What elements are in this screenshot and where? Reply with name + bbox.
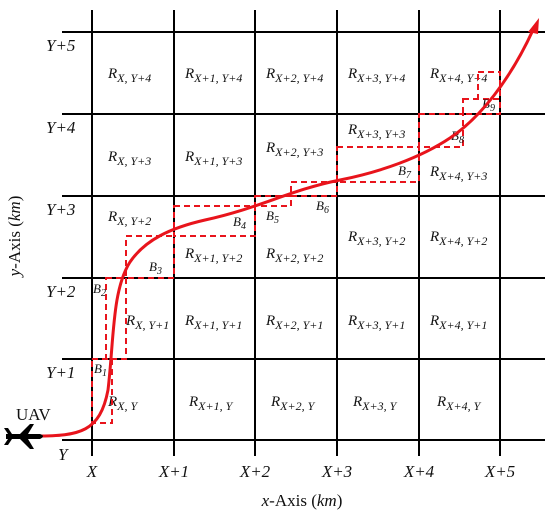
cell-label: RX+4, Y+3 [429,164,487,183]
x-axis-ticks: X X+1 X+2 X+3 X+4 X+5 [86,462,515,481]
uav-label: UAV [16,405,51,424]
y-tick: Y [58,445,69,464]
cell-label: RX+3, Y+4 [347,66,405,85]
cell-label: RX+1, Y+4 [184,66,242,85]
box-b4 [173,205,256,237]
y-tick: Y+1 [46,363,75,382]
x-tick: X [86,462,98,481]
cell-label: RX+2, Y+4 [265,66,323,85]
box-b8 [418,113,464,148]
cell-label: RX+3, Y+3 [347,122,405,141]
box-b9 [462,98,501,115]
cell-label: RX+3, Y [352,394,398,413]
x-tick: X+1 [158,462,189,481]
cell-label: RX+2, Y+3 [265,140,323,159]
uav-trajectory [35,29,535,438]
box-b5 [254,195,292,207]
cell-label: RX, Y+2 [107,209,151,228]
y-axis-title: y-Axis (km) [5,196,24,279]
cell-label: RX+1, Y+2 [184,246,242,265]
x-tick: X+4 [403,462,435,481]
cell-label: RX+3, Y+2 [347,229,405,248]
cell-label: RX+4, Y+2 [429,229,487,248]
airplane-icon [4,424,43,449]
arrowhead-icon [528,18,539,34]
x-tick: X+2 [239,462,271,481]
x-axis-title: x-Axis (km) [261,491,343,510]
box-b1 [91,358,113,424]
cell-label: RX+3, Y+1 [347,313,405,332]
cell-label: RX+4, Y+1 [429,313,487,332]
box-b3 [125,235,175,279]
cell-label: RX+2, Y+2 [265,246,323,265]
cell-label: RX, Y+1 [125,313,169,332]
cell-label: RX+4, Y [436,394,482,413]
y-axis-ticks: Y Y+1 Y+2 Y+3 Y+4 Y+5 [46,36,76,464]
x-tick: X+3 [321,462,352,481]
cell-label: RX+1, Y+3 [184,149,242,168]
cell-label: RX+2, Y [270,394,316,413]
cell-label: RX, Y+4 [107,66,151,85]
cell-label: RX, Y+3 [107,149,151,168]
cell-label: RX+4, Y+4 [429,66,487,85]
cell-label: RX+1, Y+1 [184,313,242,332]
box-label: B3 [149,259,162,277]
box-label: B1 [94,361,107,379]
box-label: B2 [93,281,106,299]
box-label: B5 [266,208,279,226]
cell-labels: RX, Y RX+1, Y RX+2, Y RX+3, Y RX+4, Y RX… [107,66,487,413]
box-label: B7 [398,163,412,181]
y-tick: Y+2 [46,282,76,301]
box-label: B4 [233,214,246,232]
cell-label: RX+1, Y [188,394,234,413]
cell-label: RX+2, Y+1 [265,313,323,332]
box-label: B6 [316,198,329,216]
x-tick: X+5 [484,462,515,481]
box-b7 [336,146,420,183]
box-b2 [105,277,127,360]
y-tick: Y+4 [46,118,76,137]
y-tick: Y+5 [46,36,75,55]
y-tick: Y+3 [46,200,75,219]
box-b6 [290,181,338,197]
